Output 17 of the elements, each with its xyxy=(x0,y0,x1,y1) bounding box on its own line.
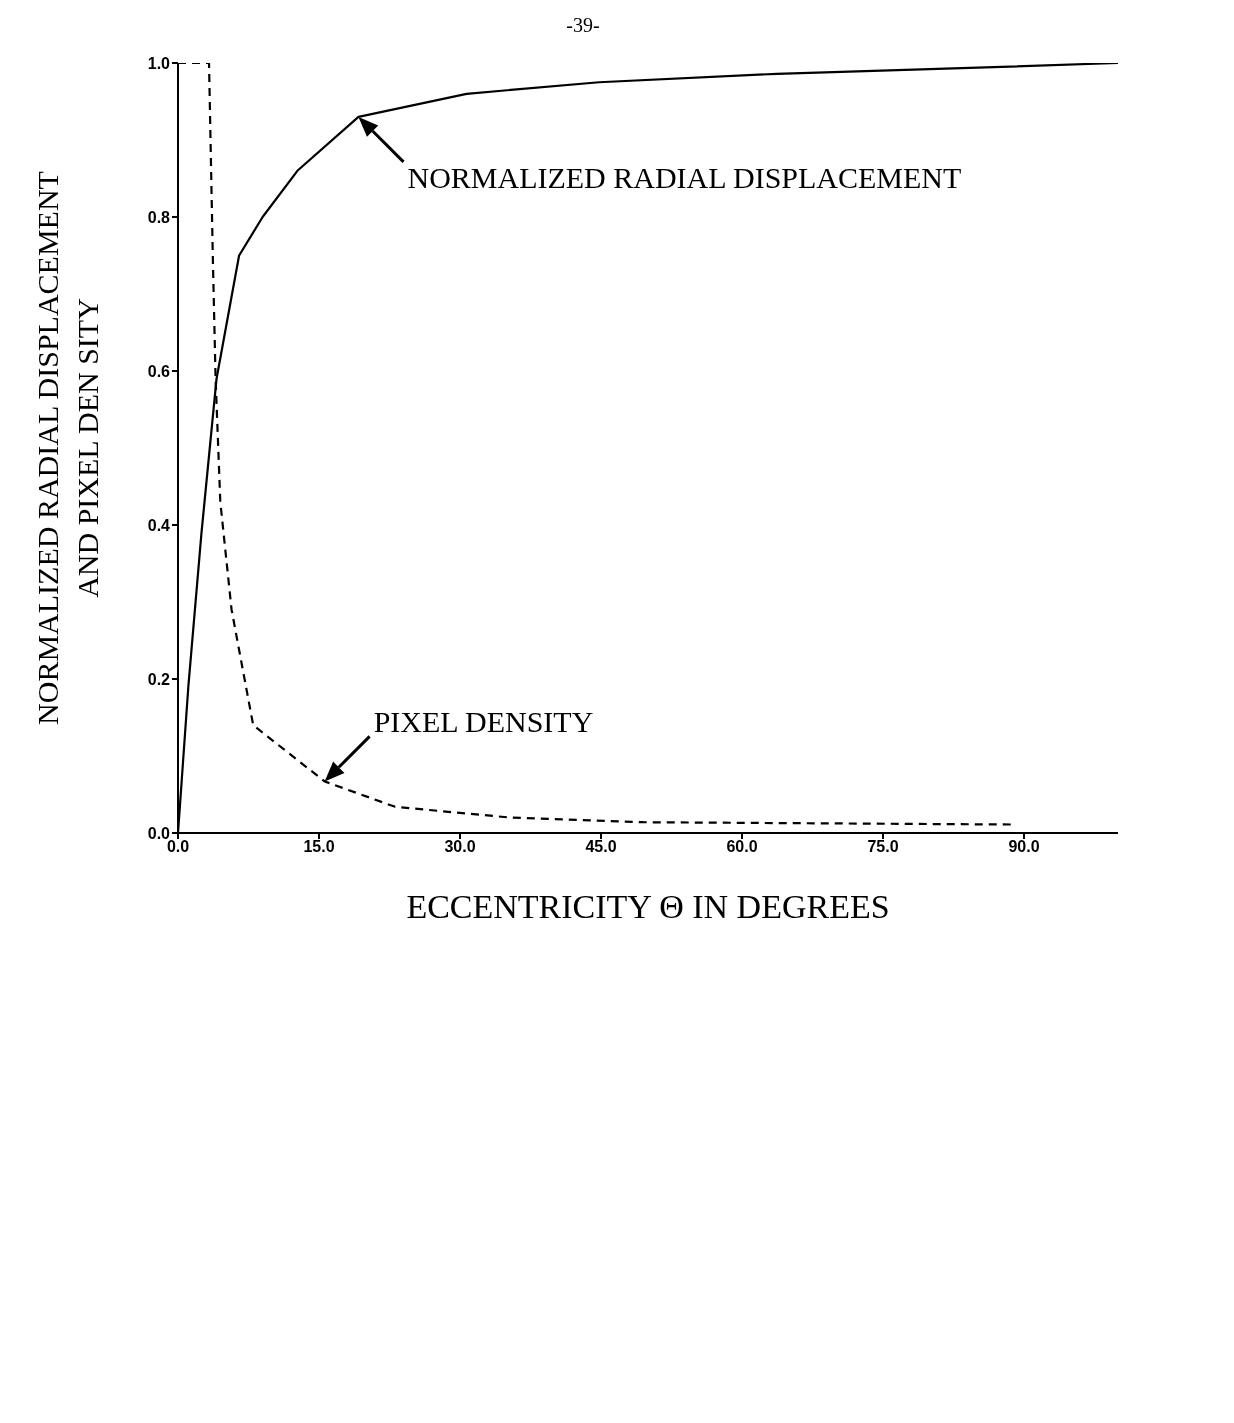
x-tick-label: 75.0 xyxy=(867,838,899,856)
text: -39- xyxy=(565,13,601,38)
y-tick-label: 0.6 xyxy=(147,362,171,380)
x-axis-title: ECCENTRICITY Θ IN DEGREES xyxy=(406,888,890,925)
x-tick-label: 90.0 xyxy=(1008,838,1040,856)
annotation: NORMALIZED RADIAL DISPLACEMENT xyxy=(407,160,962,194)
x-tick-label: 45.0 xyxy=(585,838,617,856)
y-tick-label: 1.0 xyxy=(147,54,171,72)
annotation: PIXEL DENSITY xyxy=(373,705,594,739)
x-tick-label: 15.0 xyxy=(303,838,335,856)
x-tick-label: 60.0 xyxy=(726,838,758,856)
y-tick-label: 0.8 xyxy=(147,208,171,226)
x-tick-label: 0.0 xyxy=(166,838,190,856)
x-tick-label: 30.0 xyxy=(444,838,476,856)
y-tick-label: 0.2 xyxy=(147,670,171,688)
y-tick-label: 0.4 xyxy=(147,516,171,534)
y-axis-title: NORMALIZED RADIAL DISPLACEMENT AND PIXEL DEN SITY xyxy=(31,171,104,725)
